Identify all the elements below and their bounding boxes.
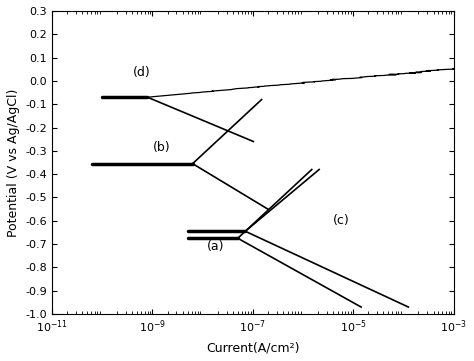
Text: (d): (d) — [133, 66, 150, 79]
Text: (b): (b) — [153, 141, 170, 154]
X-axis label: Current(A/cm²): Current(A/cm²) — [206, 341, 300, 354]
Text: (a): (a) — [207, 240, 224, 253]
Y-axis label: Potential (V vs Ag/AgCl): Potential (V vs Ag/AgCl) — [7, 88, 20, 237]
Text: (c): (c) — [333, 214, 350, 227]
